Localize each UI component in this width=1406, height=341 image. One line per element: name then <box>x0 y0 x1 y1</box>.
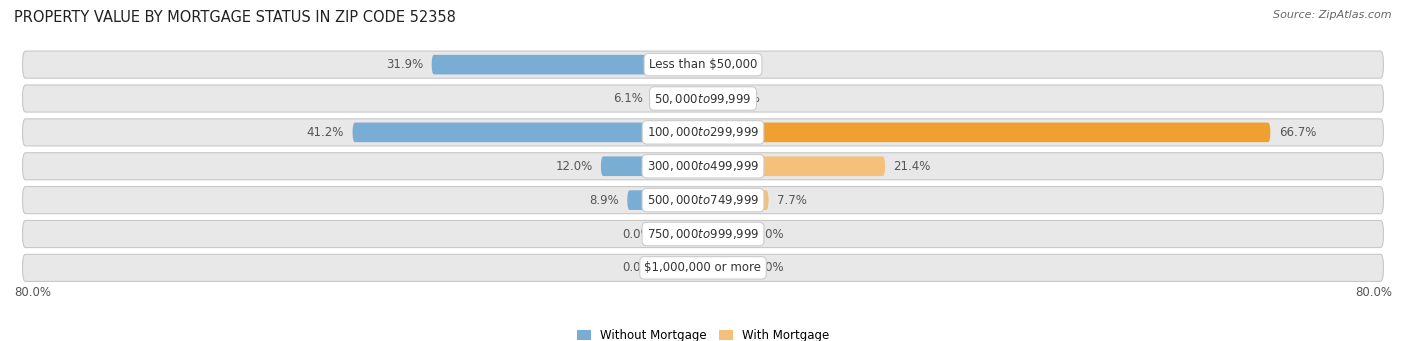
Text: 7.7%: 7.7% <box>778 194 807 207</box>
FancyBboxPatch shape <box>22 220 1384 248</box>
Text: 2.0%: 2.0% <box>728 58 758 71</box>
FancyBboxPatch shape <box>22 153 1384 180</box>
FancyBboxPatch shape <box>703 55 720 74</box>
Text: PROPERTY VALUE BY MORTGAGE STATUS IN ZIP CODE 52358: PROPERTY VALUE BY MORTGAGE STATUS IN ZIP… <box>14 10 456 25</box>
Text: Source: ZipAtlas.com: Source: ZipAtlas.com <box>1274 10 1392 20</box>
Text: 0.0%: 0.0% <box>754 262 783 275</box>
Text: 80.0%: 80.0% <box>14 286 51 299</box>
FancyBboxPatch shape <box>703 157 884 176</box>
Legend: Without Mortgage, With Mortgage: Without Mortgage, With Mortgage <box>572 325 834 341</box>
Text: 21.4%: 21.4% <box>894 160 931 173</box>
FancyBboxPatch shape <box>661 224 703 244</box>
FancyBboxPatch shape <box>600 157 703 176</box>
Text: $100,000 to $299,999: $100,000 to $299,999 <box>647 125 759 139</box>
Text: 6.1%: 6.1% <box>613 92 643 105</box>
Text: 12.0%: 12.0% <box>555 160 592 173</box>
Text: $1,000,000 or more: $1,000,000 or more <box>644 262 762 275</box>
FancyBboxPatch shape <box>22 187 1384 214</box>
FancyBboxPatch shape <box>661 258 703 278</box>
Text: 0.0%: 0.0% <box>623 262 652 275</box>
Text: 66.7%: 66.7% <box>1279 126 1316 139</box>
Text: 41.2%: 41.2% <box>307 126 344 139</box>
FancyBboxPatch shape <box>703 89 721 108</box>
FancyBboxPatch shape <box>703 224 745 244</box>
Text: $50,000 to $99,999: $50,000 to $99,999 <box>654 91 752 105</box>
Text: $750,000 to $999,999: $750,000 to $999,999 <box>647 227 759 241</box>
FancyBboxPatch shape <box>22 119 1384 146</box>
FancyBboxPatch shape <box>703 190 769 210</box>
Text: 80.0%: 80.0% <box>1355 286 1392 299</box>
Text: 0.0%: 0.0% <box>623 227 652 240</box>
FancyBboxPatch shape <box>703 258 745 278</box>
Text: Less than $50,000: Less than $50,000 <box>648 58 758 71</box>
FancyBboxPatch shape <box>651 89 703 108</box>
Text: 0.0%: 0.0% <box>754 227 783 240</box>
FancyBboxPatch shape <box>627 190 703 210</box>
FancyBboxPatch shape <box>703 122 1270 142</box>
Text: $500,000 to $749,999: $500,000 to $749,999 <box>647 193 759 207</box>
Text: 31.9%: 31.9% <box>385 58 423 71</box>
FancyBboxPatch shape <box>22 85 1384 112</box>
Text: $300,000 to $499,999: $300,000 to $499,999 <box>647 159 759 173</box>
Text: 8.9%: 8.9% <box>589 194 619 207</box>
FancyBboxPatch shape <box>432 55 703 74</box>
Text: 2.2%: 2.2% <box>730 92 761 105</box>
FancyBboxPatch shape <box>22 254 1384 281</box>
FancyBboxPatch shape <box>353 122 703 142</box>
FancyBboxPatch shape <box>22 51 1384 78</box>
